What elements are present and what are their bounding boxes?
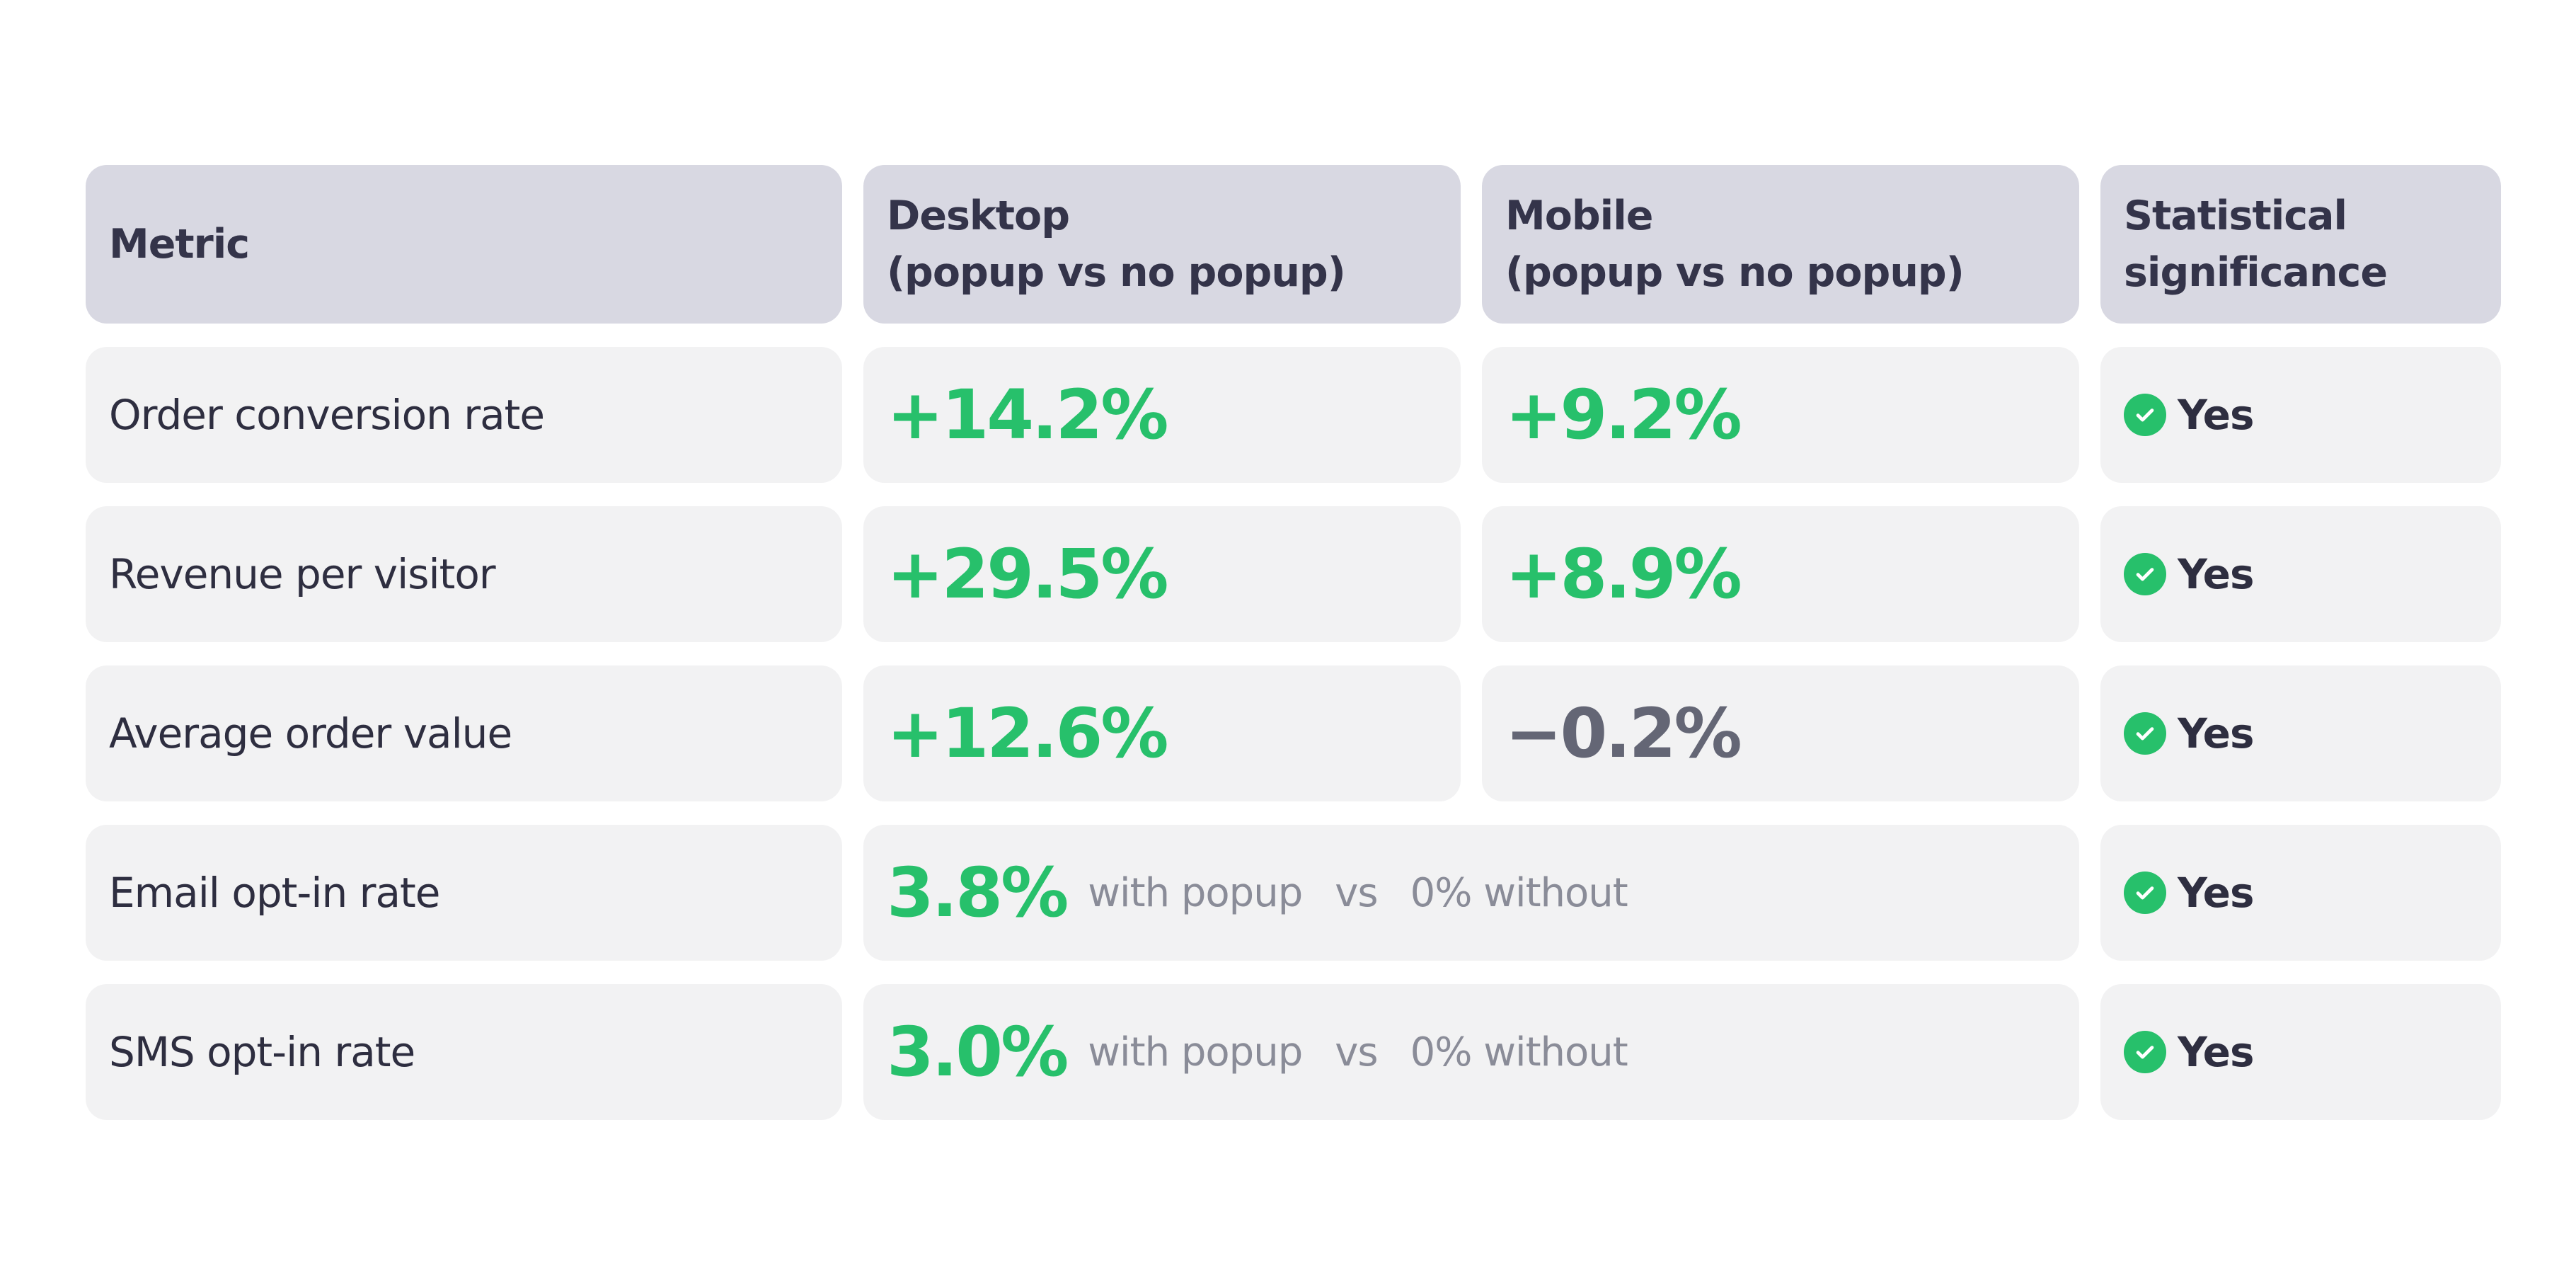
header-mobile-subtitle: (popup vs no popup) <box>1505 249 1965 296</box>
optin-with-label: with popup <box>1088 869 1303 916</box>
desktop-cell: +12.6% <box>863 665 1461 801</box>
optin-vs-label: vs <box>1335 1029 1378 1075</box>
significance-value: Yes <box>2178 1028 2255 1076</box>
metric-label: SMS opt-in rate <box>109 1028 415 1076</box>
desktop-cell: +14.2% <box>863 347 1461 483</box>
mobile-cell: −0.2% <box>1482 665 2079 801</box>
metric-cell: Order conversion rate <box>86 347 842 483</box>
significance-cell: Yes <box>2100 665 2501 801</box>
check-circle-icon <box>2124 872 2166 914</box>
optin-cell: 3.8% with popup vs 0% without <box>863 825 2079 961</box>
check-circle-icon <box>2124 553 2166 595</box>
desktop-value: +14.2% <box>887 375 1168 455</box>
mobile-value: +9.2% <box>1505 375 1742 455</box>
significance-cell: Yes <box>2100 825 2501 961</box>
mobile-value: +8.9% <box>1505 535 1742 614</box>
optin-without-label: 0% without <box>1410 1029 1628 1075</box>
header-metric-label: Metric <box>109 221 250 268</box>
check-circle-icon <box>2124 394 2166 436</box>
optin-vs-label: vs <box>1335 869 1378 916</box>
significance-value: Yes <box>2178 391 2255 439</box>
header-significance: Statistical significance <box>2100 165 2501 324</box>
desktop-cell: +29.5% <box>863 506 1461 642</box>
metric-cell: SMS opt-in rate <box>86 984 842 1120</box>
optin-value: 3.0% <box>887 1012 1069 1092</box>
metric-cell: Revenue per visitor <box>86 506 842 642</box>
desktop-value: +12.6% <box>887 694 1168 773</box>
mobile-cell: +8.9% <box>1482 506 2079 642</box>
metric-cell: Email opt-in rate <box>86 825 842 961</box>
optin-cell: 3.0% with popup vs 0% without <box>863 984 2079 1120</box>
header-mobile: Mobile (popup vs no popup) <box>1482 165 2079 324</box>
header-metric: Metric <box>86 165 842 324</box>
metric-label: Email opt-in rate <box>109 869 440 917</box>
significance-value: Yes <box>2178 709 2255 758</box>
check-circle-icon <box>2124 1031 2166 1073</box>
header-significance-line2: significance <box>2124 249 2388 296</box>
header-significance-line1: Statistical <box>2124 193 2347 239</box>
header-desktop: Desktop (popup vs no popup) <box>863 165 1461 324</box>
header-desktop-subtitle: (popup vs no popup) <box>887 249 1346 296</box>
significance-cell: Yes <box>2100 984 2501 1120</box>
significance-cell: Yes <box>2100 347 2501 483</box>
header-desktop-title: Desktop <box>887 193 1070 239</box>
optin-value: 3.8% <box>887 853 1069 932</box>
desktop-value: +29.5% <box>887 535 1168 614</box>
metric-cell: Average order value <box>86 665 842 801</box>
mobile-value: −0.2% <box>1505 694 1742 773</box>
significance-cell: Yes <box>2100 506 2501 642</box>
results-table: Metric Desktop (popup vs no popup) Mobil… <box>86 165 2501 1120</box>
metric-label: Revenue per visitor <box>109 550 496 598</box>
optin-without-label: 0% without <box>1410 869 1628 916</box>
metric-label: Order conversion rate <box>109 391 545 439</box>
significance-value: Yes <box>2178 869 2255 917</box>
mobile-cell: +9.2% <box>1482 347 2079 483</box>
significance-value: Yes <box>2178 550 2255 598</box>
check-circle-icon <box>2124 712 2166 755</box>
optin-with-label: with popup <box>1088 1029 1303 1075</box>
metric-label: Average order value <box>109 709 512 758</box>
header-mobile-title: Mobile <box>1505 193 1653 239</box>
